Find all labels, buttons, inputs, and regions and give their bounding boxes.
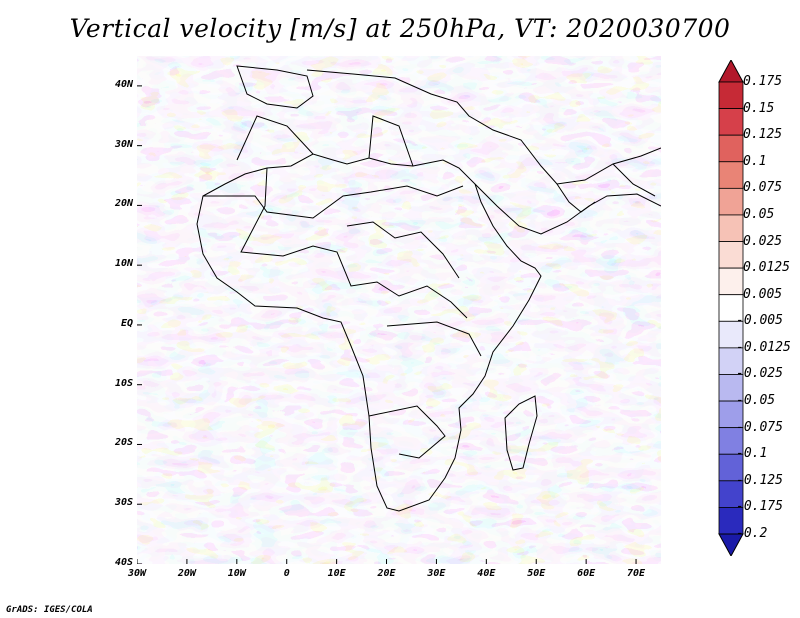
colorbar-box (718, 214, 744, 242)
colorbar-label: -0.2 (736, 526, 768, 541)
colorbar-label: 0.05 (743, 206, 775, 222)
lat-tick-label: 40N (114, 78, 133, 90)
map-overlay (137, 56, 661, 564)
colorbar-box (718, 453, 744, 482)
colorbar-label: 0.075 (743, 180, 783, 196)
colorbar-label: 0.005 (743, 286, 783, 302)
lat-tick-label: 10N (114, 258, 133, 270)
lon-tick-label: 70E (627, 568, 646, 579)
colorbar-box (718, 374, 744, 402)
lat-tick-label: 20N (114, 198, 133, 210)
lat-tick-label: 30N (114, 138, 133, 150)
colorbar-box (718, 347, 744, 375)
continent-outlines (196, 65, 661, 512)
colorbar-box (718, 294, 744, 322)
colorbar-top-arrow (718, 60, 744, 83)
colorbar-box (718, 241, 744, 269)
colorbar-label: 0.125 (743, 127, 783, 143)
grads-credit: GrADS: IGES/COLA (6, 605, 93, 615)
colorbar-label: -0.005 (736, 313, 783, 329)
frame-ticks (137, 85, 637, 564)
lat-tick-label: 40S (114, 557, 133, 568)
lon-tick-label: 0 (283, 568, 290, 579)
lat-tick-label: 20S (114, 437, 133, 449)
lon-tick-label: 50E (527, 568, 546, 579)
colorbar-box (718, 134, 744, 163)
colorbar-label: -0.1 (736, 446, 768, 462)
colorbar-box (718, 267, 744, 296)
colorbar-bottom-arrow (718, 533, 744, 556)
colorbar-box (718, 187, 744, 216)
colorbar-box (718, 108, 744, 136)
lat-tick-label: EQ (120, 317, 133, 329)
lon-tick-label: 10W (227, 568, 246, 579)
colorbar-box (718, 320, 744, 349)
map-title: Vertical velocity [m/s] at 250hPa, VT: 2… (69, 14, 731, 43)
lon-tick-label: 40E (477, 568, 496, 579)
field-texture (137, 56, 661, 564)
colorbar-label: 0.025 (743, 233, 783, 249)
colorbar (718, 60, 744, 556)
lon-tick-label: 10E (327, 568, 346, 579)
colorbar-box (718, 161, 744, 189)
colorbar-label: -0.175 (736, 499, 783, 515)
colorbar-label: 0.15 (743, 100, 775, 116)
colorbar-box (718, 480, 744, 508)
colorbar-box (718, 400, 744, 429)
colorbar-label: 0.0125 (743, 260, 790, 276)
lat-tick-label: 30S (114, 497, 133, 509)
colorbar-label: -0.025 (736, 366, 783, 382)
colorbar-label: -0.05 (736, 393, 776, 409)
colorbar-label: -0.0125 (736, 339, 791, 355)
lon-tick-label: 30W (127, 568, 147, 579)
colorbar-label: 0.1 (743, 153, 767, 169)
lon-tick-label: 60E (577, 568, 596, 579)
colorbar-label: -0.125 (736, 472, 783, 488)
colorbar-label: -0.075 (736, 419, 783, 435)
lon-tick-label: 30E (427, 568, 446, 579)
colorbar-box (718, 427, 744, 455)
colorbar-box (718, 81, 744, 109)
lon-tick-label: 20W (177, 568, 196, 579)
colorbar-label: 0.175 (743, 74, 783, 89)
lon-tick-label: 20E (377, 568, 396, 579)
lat-tick-label: 10S (114, 377, 133, 389)
